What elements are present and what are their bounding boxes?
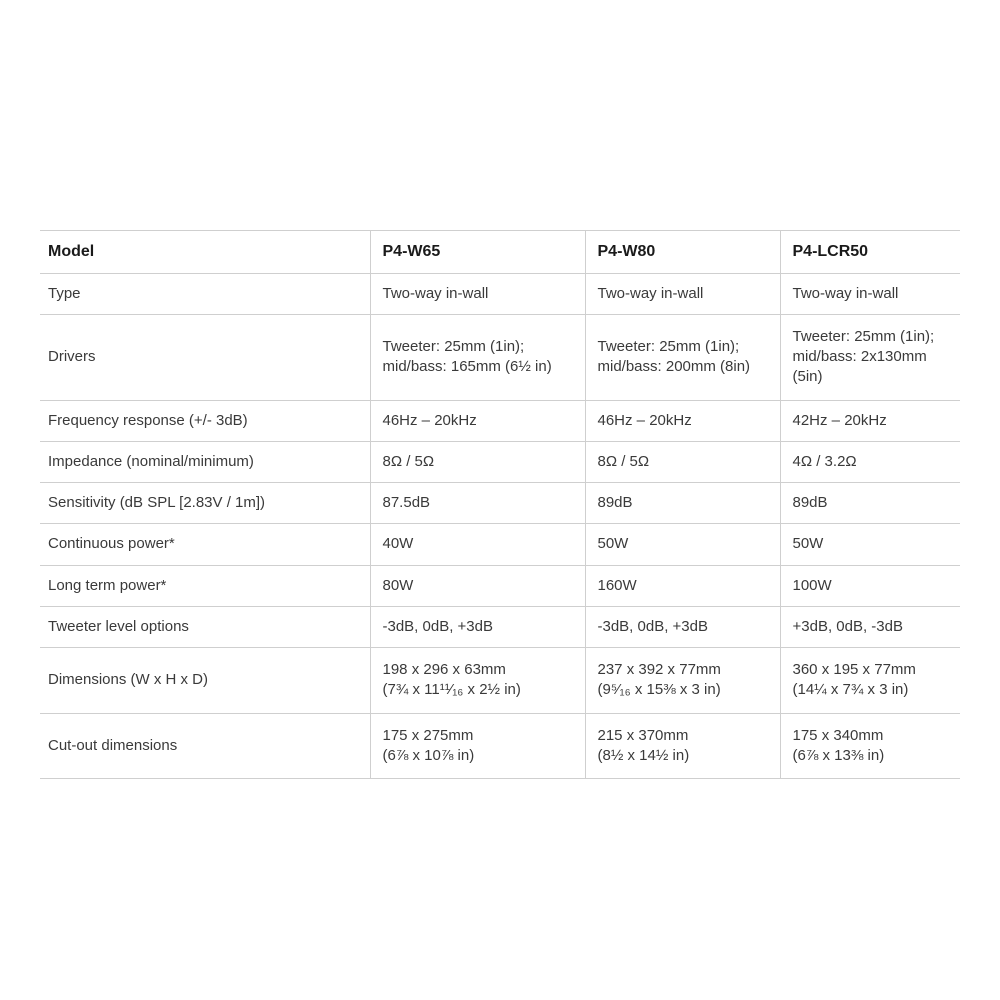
table-row: TypeTwo-way in-wallTwo-way in-wallTwo-wa… (40, 273, 960, 314)
row-label: Type (40, 273, 370, 314)
row-label: Sensitivity (dB SPL [2.83V / 1m]) (40, 483, 370, 524)
cell-p4w80: 8Ω / 5Ω (585, 441, 780, 482)
cell-p4w65: 8Ω / 5Ω (370, 441, 585, 482)
cell-p4w80: Tweeter: 25mm (1in); mid/bass: 200mm (8i… (585, 314, 780, 400)
cell-p4lcr50: Two-way in-wall (780, 273, 960, 314)
row-label: Drivers (40, 314, 370, 400)
table-row: DriversTweeter: 25mm (1in); mid/bass: 16… (40, 314, 960, 400)
table-row: Cut-out dimensions175 x 275mm (6⅞ x 10⅞ … (40, 713, 960, 779)
row-label: Impedance (nominal/minimum) (40, 441, 370, 482)
header-model-p4w80: P4-W80 (585, 231, 780, 274)
cell-p4w65: 87.5dB (370, 483, 585, 524)
row-label: Continuous power* (40, 524, 370, 565)
table-row: Sensitivity (dB SPL [2.83V / 1m])87.5dB8… (40, 483, 960, 524)
cell-p4lcr50: 89dB (780, 483, 960, 524)
cell-p4lcr50: 100W (780, 565, 960, 606)
cell-p4w65: 175 x 275mm (6⅞ x 10⅞ in) (370, 713, 585, 779)
cell-p4lcr50: 4Ω / 3.2Ω (780, 441, 960, 482)
cell-p4lcr50: +3dB, 0dB, -3dB (780, 606, 960, 647)
row-label: Cut-out dimensions (40, 713, 370, 779)
cell-p4lcr50: 50W (780, 524, 960, 565)
cell-p4w65: -3dB, 0dB, +3dB (370, 606, 585, 647)
cell-p4w80: 50W (585, 524, 780, 565)
row-label: Tweeter level options (40, 606, 370, 647)
cell-p4lcr50: Tweeter: 25mm (1in); mid/bass: 2x130mm (… (780, 314, 960, 400)
table-row: Frequency response (+/- 3dB)46Hz – 20kHz… (40, 400, 960, 441)
cell-p4w65: Two-way in-wall (370, 273, 585, 314)
cell-p4w80: 215 x 370mm (8½ x 14½ in) (585, 713, 780, 779)
row-label: Dimensions (W x H x D) (40, 648, 370, 714)
cell-p4w65: Tweeter: 25mm (1in); mid/bass: 165mm (6½… (370, 314, 585, 400)
cell-p4w65: 46Hz – 20kHz (370, 400, 585, 441)
cell-p4w80: 89dB (585, 483, 780, 524)
cell-p4lcr50: 175 x 340mm (6⅞ x 13⅜ in) (780, 713, 960, 779)
table-row: Dimensions (W x H x D)198 x 296 x 63mm (… (40, 648, 960, 714)
cell-p4w65: 80W (370, 565, 585, 606)
cell-p4lcr50: 360 x 195 x 77mm (14¼ x 7¾ x 3 in) (780, 648, 960, 714)
cell-p4w80: Two-way in-wall (585, 273, 780, 314)
cell-p4w80: 237 x 392 x 77mm (9⁵⁄₁₆ x 15⅜ x 3 in) (585, 648, 780, 714)
cell-p4w80: -3dB, 0dB, +3dB (585, 606, 780, 647)
cell-p4w80: 160W (585, 565, 780, 606)
table-header-row: Model P4-W65 P4-W80 P4-LCR50 (40, 231, 960, 274)
cell-p4w65: 198 x 296 x 63mm (7¾ x 11¹¹⁄₁₆ x 2½ in) (370, 648, 585, 714)
row-label: Frequency response (+/- 3dB) (40, 400, 370, 441)
header-model-p4lcr50: P4-LCR50 (780, 231, 960, 274)
header-model-label: Model (40, 231, 370, 274)
row-label: Long term power* (40, 565, 370, 606)
table-row: Continuous power*40W50W50W (40, 524, 960, 565)
table-row: Long term power*80W160W100W (40, 565, 960, 606)
table-row: Impedance (nominal/minimum)8Ω / 5Ω8Ω / 5… (40, 441, 960, 482)
cell-p4w65: 40W (370, 524, 585, 565)
cell-p4w80: 46Hz – 20kHz (585, 400, 780, 441)
header-model-p4w65: P4-W65 (370, 231, 585, 274)
spec-table: Model P4-W65 P4-W80 P4-LCR50 TypeTwo-way… (40, 230, 960, 779)
cell-p4lcr50: 42Hz – 20kHz (780, 400, 960, 441)
page: Model P4-W65 P4-W80 P4-LCR50 TypeTwo-way… (0, 0, 1000, 1000)
table-row: Tweeter level options-3dB, 0dB, +3dB-3dB… (40, 606, 960, 647)
